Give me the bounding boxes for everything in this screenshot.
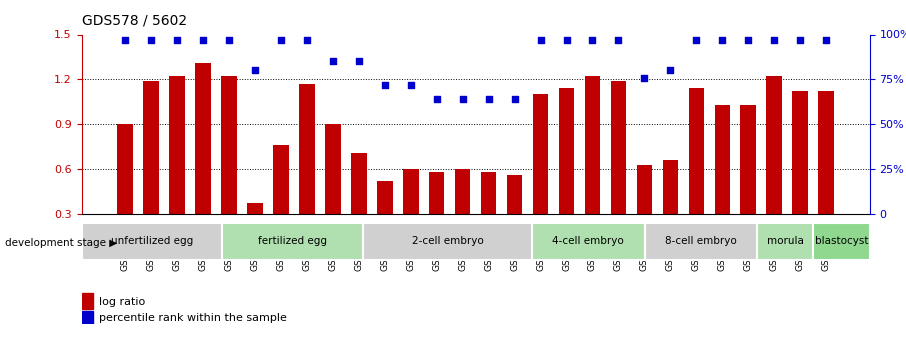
Text: GDS578 / 5602: GDS578 / 5602 — [82, 13, 187, 27]
Bar — [221, 76, 236, 259]
Bar — [818, 91, 834, 259]
Bar — [247, 204, 263, 259]
Bar — [766, 76, 782, 259]
Bar — [506, 175, 523, 259]
Bar — [118, 124, 133, 259]
Bar — [299, 84, 314, 259]
Point — [274, 37, 288, 43]
Bar — [455, 169, 470, 259]
Text: unfertilized egg: unfertilized egg — [111, 237, 193, 246]
Bar — [403, 169, 419, 259]
Point — [559, 37, 573, 43]
Text: blastocyst: blastocyst — [814, 237, 868, 246]
Point — [637, 75, 651, 80]
Point — [612, 37, 626, 43]
Text: morula: morula — [766, 237, 804, 246]
Point — [767, 37, 782, 43]
Text: development stage ▶: development stage ▶ — [5, 238, 117, 248]
Bar — [637, 165, 652, 259]
FancyBboxPatch shape — [757, 223, 814, 260]
Point — [715, 37, 729, 43]
Point — [456, 96, 470, 102]
Point — [689, 37, 704, 43]
Point — [429, 96, 444, 102]
Bar — [481, 172, 496, 259]
Point — [585, 37, 600, 43]
Text: 2-cell embryo: 2-cell embryo — [411, 237, 484, 246]
Point — [663, 68, 678, 73]
FancyBboxPatch shape — [644, 223, 757, 260]
FancyBboxPatch shape — [222, 223, 363, 260]
Bar — [82, 293, 93, 309]
Text: log ratio: log ratio — [99, 297, 145, 307]
Bar — [325, 124, 341, 259]
Text: fertilized egg: fertilized egg — [258, 237, 327, 246]
Point — [819, 37, 834, 43]
Point — [793, 37, 807, 43]
Point — [325, 59, 340, 64]
Bar — [429, 172, 445, 259]
Point — [222, 37, 236, 43]
FancyBboxPatch shape — [532, 223, 644, 260]
Bar — [533, 94, 548, 259]
Bar — [662, 160, 679, 259]
Point — [169, 37, 184, 43]
Bar — [196, 63, 211, 259]
Bar — [793, 91, 808, 259]
Text: 4-cell embryo: 4-cell embryo — [553, 237, 624, 246]
Bar — [377, 181, 392, 259]
Text: 8-cell embryo: 8-cell embryo — [665, 237, 737, 246]
Point — [352, 59, 366, 64]
Text: percentile rank within the sample: percentile rank within the sample — [99, 313, 287, 323]
Point — [118, 37, 132, 43]
Bar — [584, 76, 601, 259]
Point — [196, 37, 210, 43]
Bar — [611, 81, 626, 259]
Point — [300, 37, 314, 43]
Point — [378, 82, 392, 88]
Bar — [169, 76, 185, 259]
FancyBboxPatch shape — [814, 223, 870, 260]
Point — [144, 37, 159, 43]
Bar — [715, 105, 730, 259]
Point — [741, 37, 756, 43]
Point — [507, 96, 522, 102]
Bar — [351, 152, 367, 259]
Bar — [82, 310, 93, 326]
Bar — [740, 105, 756, 259]
Bar — [559, 88, 574, 259]
Bar — [689, 88, 704, 259]
FancyBboxPatch shape — [363, 223, 532, 260]
Point — [534, 37, 548, 43]
Bar — [273, 145, 289, 259]
Point — [481, 96, 496, 102]
Bar — [143, 81, 159, 259]
Point — [403, 82, 418, 88]
Point — [247, 68, 262, 73]
FancyBboxPatch shape — [82, 223, 222, 260]
